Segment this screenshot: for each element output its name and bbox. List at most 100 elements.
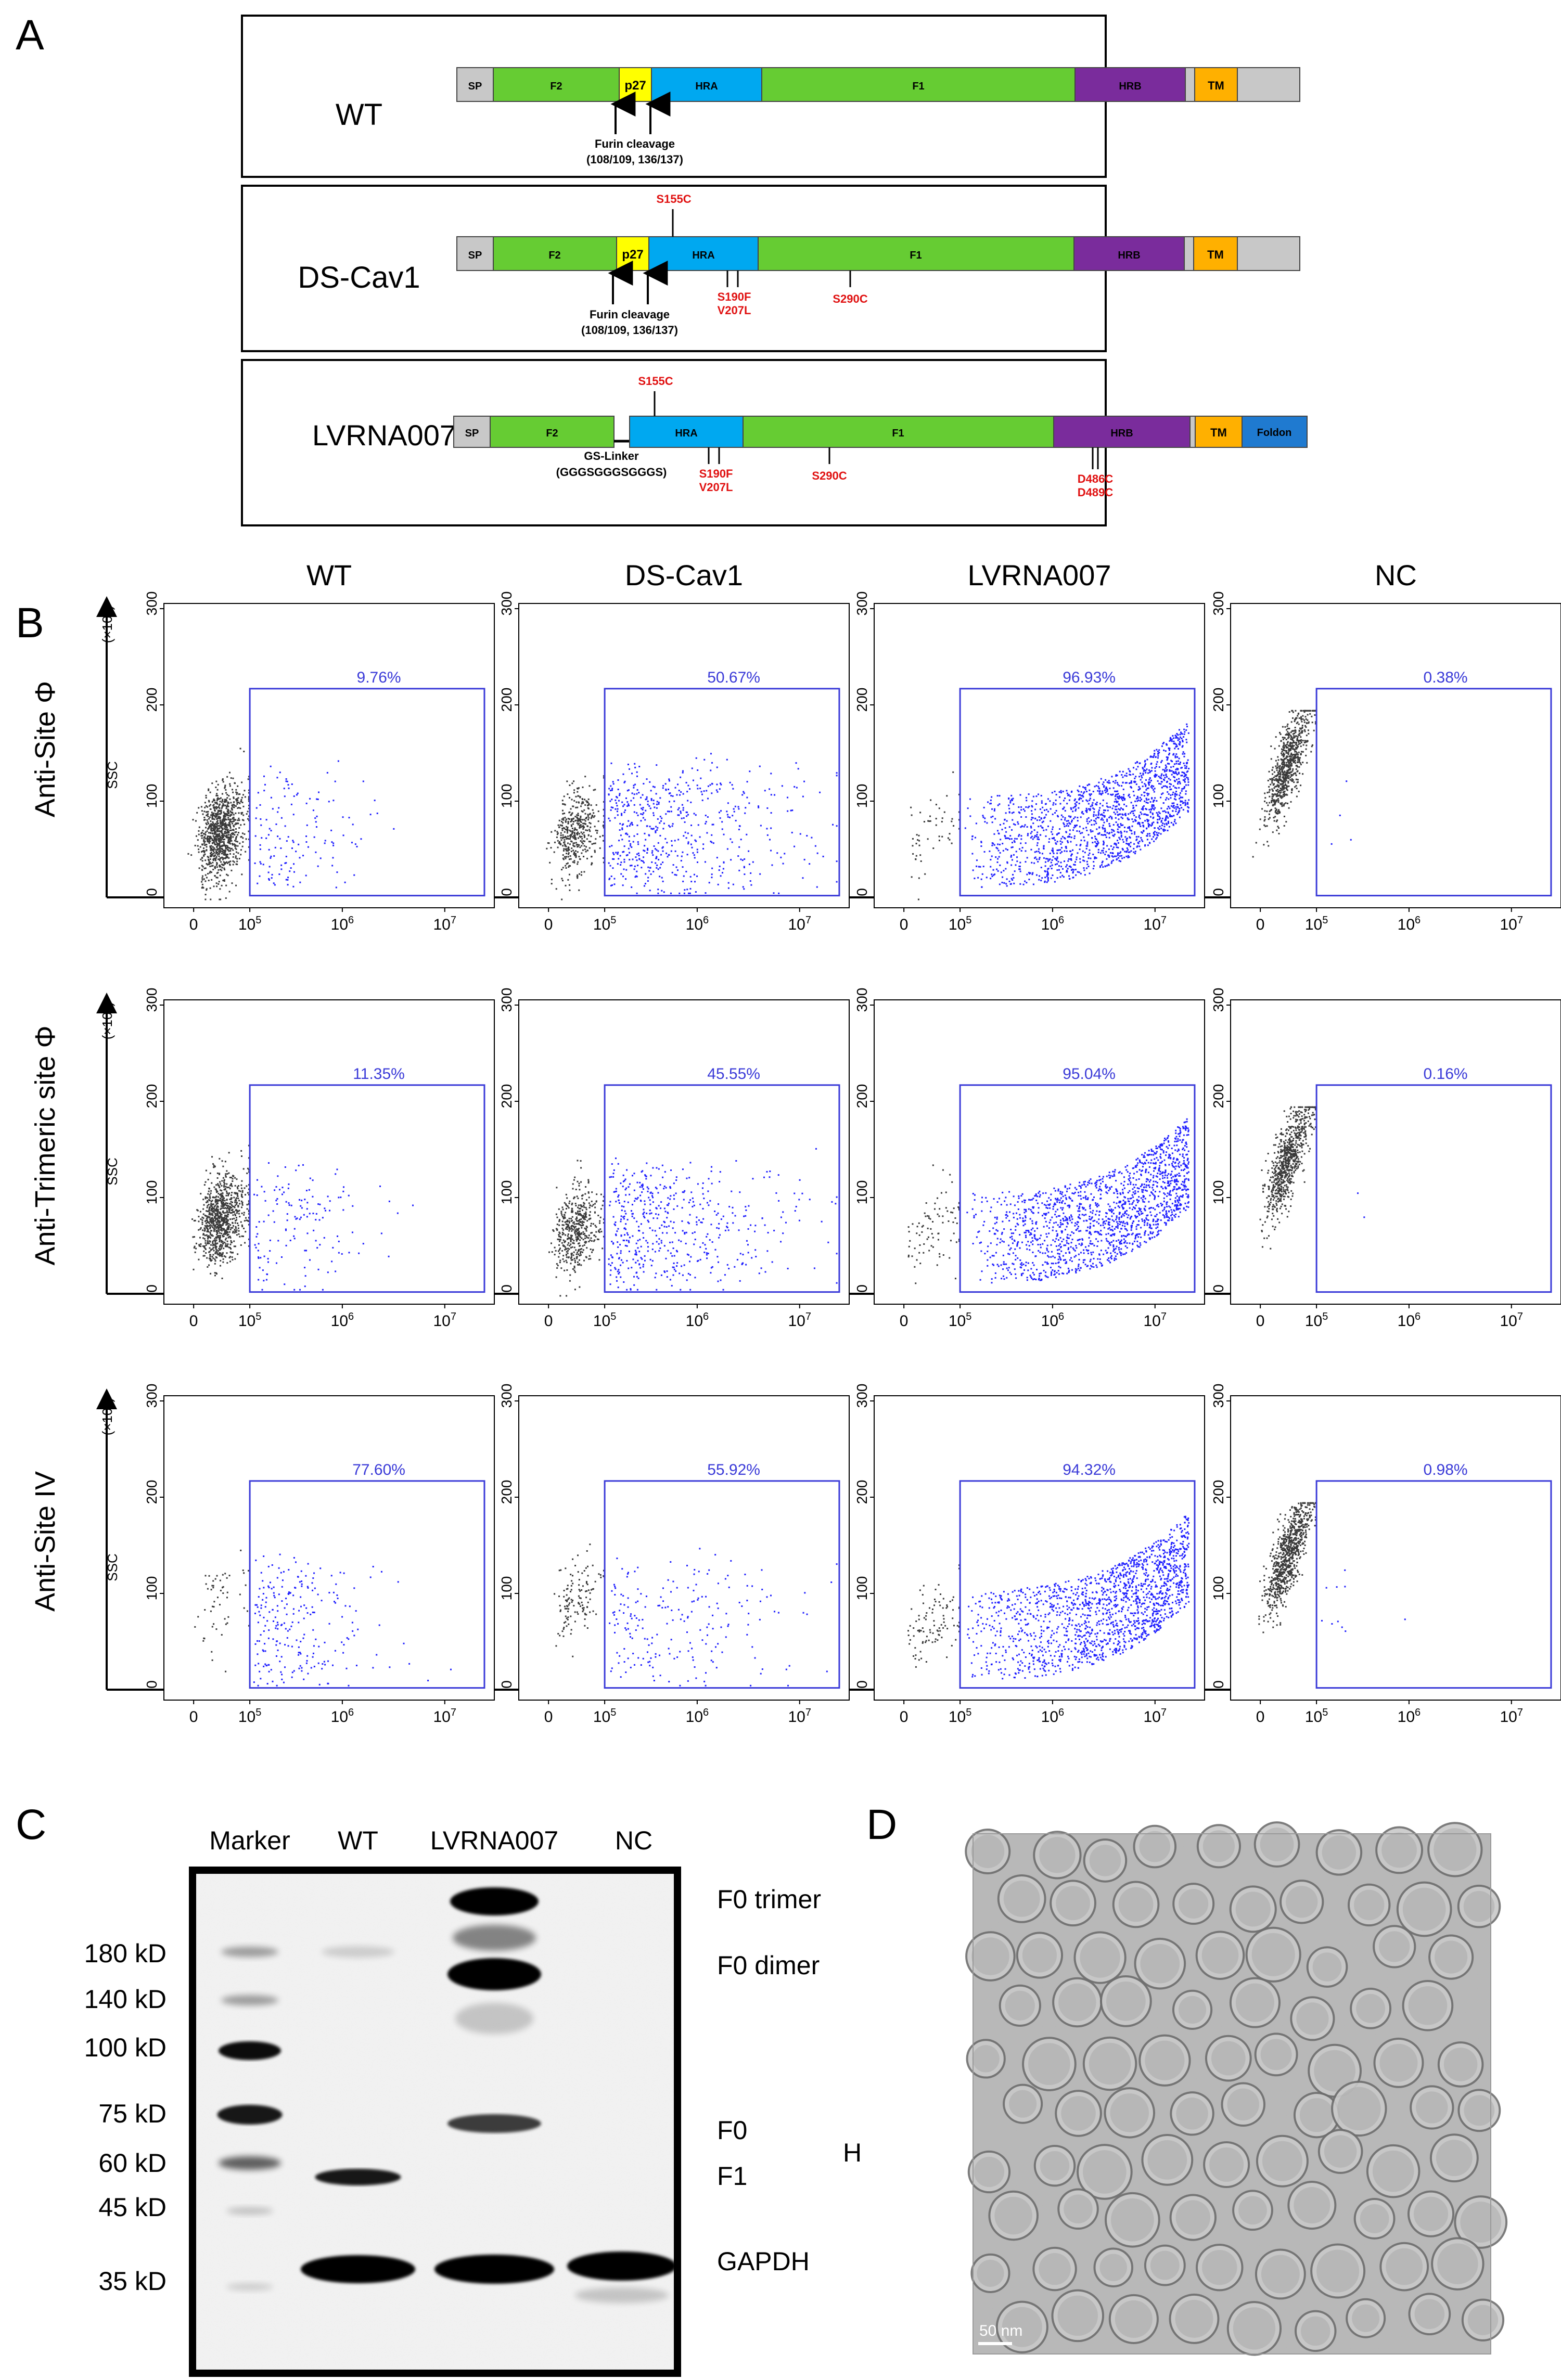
blot-band bbox=[219, 2156, 281, 2170]
mutation-d486c: D486C bbox=[1078, 472, 1114, 485]
flow-column-header: LVRNA007 bbox=[967, 559, 1111, 591]
band-gapdh: GAPDH bbox=[717, 2247, 810, 2276]
y-tick-label: 100 bbox=[498, 1180, 515, 1205]
gate-percent: 55.92% bbox=[707, 1461, 760, 1478]
y-tick-label: 200 bbox=[144, 1084, 160, 1109]
y-tick-label: 300 bbox=[144, 591, 160, 616]
y-tick-label: 200 bbox=[1210, 1480, 1226, 1504]
f2-domain bbox=[493, 67, 620, 102]
x-tick-label: 105 bbox=[238, 1707, 261, 1726]
marker-180: 180 kD bbox=[84, 1939, 167, 1968]
gate-percent: 50.67% bbox=[707, 669, 760, 686]
construct-lvrna007: LVRNA007 SP F2 HRA F1 HRB TM Foldon S155… bbox=[241, 359, 1308, 526]
furin-sites: (108/109, 136/137) bbox=[581, 324, 678, 337]
marker-45: 45 kD bbox=[98, 2193, 167, 2222]
x-tick-label: 106 bbox=[686, 1707, 709, 1726]
p27-label: p27 bbox=[622, 248, 643, 262]
blot-band bbox=[447, 1958, 541, 1990]
x-tick-label: 105 bbox=[949, 1311, 972, 1330]
gate bbox=[959, 1084, 1196, 1293]
y-tick-label: 300 bbox=[1210, 591, 1226, 616]
sp-domain bbox=[456, 67, 494, 102]
construct-name: DS-Cav1 bbox=[298, 261, 420, 294]
mutation-d489c: D489C bbox=[1078, 486, 1114, 499]
x-tick-label: 107 bbox=[1500, 915, 1524, 933]
construct-ds-cav1: DS-Cav1 SP F2 p27 HRA F1 HRB TM S155C S1… bbox=[241, 185, 1300, 352]
scatter-plot: 300 200 100 0 0 105 106 107 11.35% bbox=[144, 988, 495, 1330]
event-dots bbox=[1259, 1106, 1365, 1250]
x-tick-label: 106 bbox=[331, 1311, 354, 1330]
x-tick-label: 107 bbox=[433, 1311, 457, 1330]
blot-band bbox=[226, 2207, 273, 2215]
gate-percent: 95.04% bbox=[1063, 1065, 1116, 1083]
event-dots bbox=[191, 1144, 414, 1291]
marker-100: 100 kD bbox=[84, 2033, 167, 2062]
y-tick-label: 300 bbox=[854, 988, 870, 1012]
furin-label: Furin cleavage bbox=[590, 308, 670, 321]
y-tick-label: 200 bbox=[1210, 1084, 1226, 1109]
lane-label-lvrna007: LVRNA007 bbox=[430, 1826, 558, 1855]
y-tick-label: 0 bbox=[498, 888, 515, 896]
mutation-s290c: S290C bbox=[833, 292, 867, 305]
blot-band bbox=[221, 1947, 278, 1957]
gate bbox=[249, 1084, 485, 1293]
band-f0-trimer: F0 trimer bbox=[717, 1885, 821, 1914]
x-tick-label: 106 bbox=[1398, 1707, 1421, 1726]
f2-label: F2 bbox=[546, 428, 558, 439]
mutation-s290c: S290C bbox=[812, 469, 847, 482]
mutation-s155c: S155C bbox=[638, 375, 673, 388]
y-tick-label: 300 bbox=[498, 591, 515, 616]
panel-label-a: A bbox=[16, 11, 44, 59]
gate bbox=[1315, 688, 1552, 897]
y-axis-unit: (×10⁴) bbox=[99, 1002, 115, 1040]
sp-label: SP bbox=[468, 250, 482, 261]
furin-sites: (108/109, 136/137) bbox=[586, 153, 683, 166]
y-tick-label: 200 bbox=[144, 1480, 160, 1504]
y-tick-label: 100 bbox=[854, 1180, 870, 1205]
spacer-domain bbox=[1185, 67, 1195, 102]
scatter-plot: NC 300 200 100 0 0 105 106 107 0.38% bbox=[1210, 559, 1561, 933]
marker-60: 60 kD bbox=[98, 2149, 167, 2178]
gate-percent: 77.60% bbox=[352, 1461, 405, 1478]
gate bbox=[959, 688, 1196, 897]
x-tick-label: 0 bbox=[1256, 1313, 1265, 1330]
hrb-label: HRB bbox=[1110, 428, 1133, 439]
x-tick-label: 106 bbox=[1398, 1311, 1421, 1330]
x-tick-label: 0 bbox=[189, 1708, 198, 1726]
gate bbox=[604, 1480, 840, 1689]
tm-label: TM bbox=[1210, 426, 1227, 439]
f2-label: F2 bbox=[548, 250, 560, 261]
foldon-domain bbox=[1242, 416, 1308, 448]
y-tick-label: 100 bbox=[1210, 1180, 1226, 1205]
mutation-s190f: S190F bbox=[699, 467, 733, 480]
x-tick-label: 105 bbox=[949, 915, 972, 933]
tm-label: TM bbox=[1207, 248, 1224, 261]
gate bbox=[249, 688, 485, 897]
y-tick-label: 0 bbox=[854, 1680, 870, 1689]
x-tick-label: 107 bbox=[788, 1707, 812, 1726]
blot-band bbox=[322, 1946, 394, 1958]
f1-label: F1 bbox=[892, 428, 904, 439]
scatter-plot: 300 200 100 0 0 105 106 107 77.60% bbox=[144, 1384, 495, 1726]
event-dots bbox=[907, 1515, 1190, 1680]
mutation-s155c: S155C bbox=[656, 192, 691, 205]
x-tick-label: 105 bbox=[238, 1311, 261, 1330]
x-tick-label: 0 bbox=[544, 1708, 553, 1726]
blot-band bbox=[315, 2169, 401, 2185]
event-dots bbox=[546, 753, 838, 900]
gate bbox=[604, 688, 840, 897]
foldon-label: Foldon bbox=[1257, 427, 1292, 439]
y-axis-label: SSC bbox=[105, 761, 120, 789]
blot-band bbox=[567, 2252, 676, 2281]
y-tick-label: 0 bbox=[854, 888, 870, 896]
f1-label: F1 bbox=[912, 81, 924, 92]
gate-percent: 0.38% bbox=[1424, 669, 1468, 686]
gate-percent: 45.55% bbox=[707, 1065, 760, 1083]
gate-percent: 94.32% bbox=[1063, 1461, 1116, 1478]
y-tick-label: 0 bbox=[144, 1284, 160, 1293]
x-tick-label: 106 bbox=[331, 1707, 354, 1726]
x-tick-label: 107 bbox=[1144, 915, 1167, 933]
y-tick-label: 200 bbox=[144, 688, 160, 712]
y-tick-label: 100 bbox=[144, 1576, 160, 1601]
